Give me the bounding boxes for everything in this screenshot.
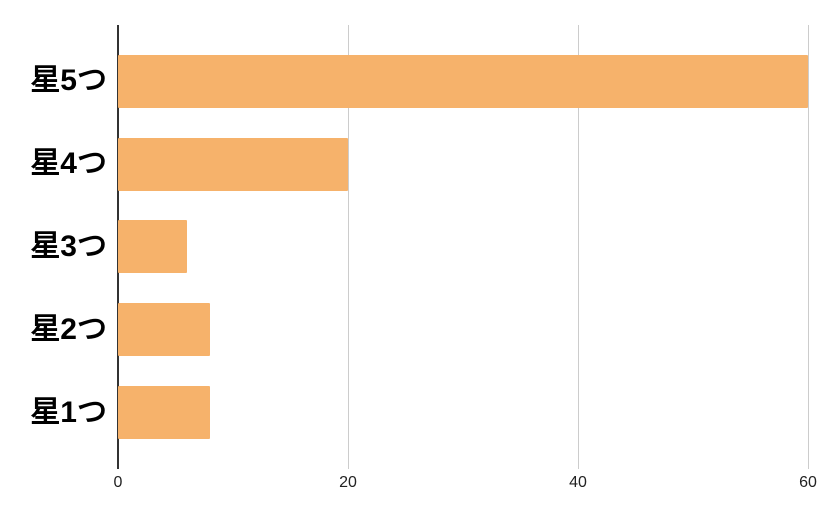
gridline [578,25,580,469]
bar-track [118,303,835,357]
bar [118,303,210,357]
bar-track [118,54,835,108]
bar-track [118,220,835,274]
bar-row: 星3つ [0,206,835,289]
x-tick-label: 0 [113,474,123,491]
x-tick-label: 60 [799,474,817,491]
category-label: 星4つ [30,147,107,181]
bar [118,386,210,440]
gridline [808,25,810,469]
bar [118,220,187,274]
bar [118,54,809,108]
bar-rows: 星5つ星4つ星3つ星2つ星1つ [0,40,835,454]
x-tick-label: 20 [339,474,357,491]
bar-row: 星4つ [0,123,835,206]
x-tick-label: 40 [569,474,587,491]
bar-track [118,386,835,440]
gridline [348,25,350,469]
category-label: 星2つ [30,312,107,346]
category-label: 星3つ [30,229,107,263]
bar [118,137,349,191]
bar-track [118,137,835,191]
category-label: 星5つ [30,64,107,98]
category-label: 星1つ [30,395,107,429]
x-axis: 0 20 40 60 [114,472,823,494]
bar-row: 星2つ [0,288,835,371]
bar-row: 星5つ [0,40,835,123]
bar-row: 星1つ [0,371,835,454]
